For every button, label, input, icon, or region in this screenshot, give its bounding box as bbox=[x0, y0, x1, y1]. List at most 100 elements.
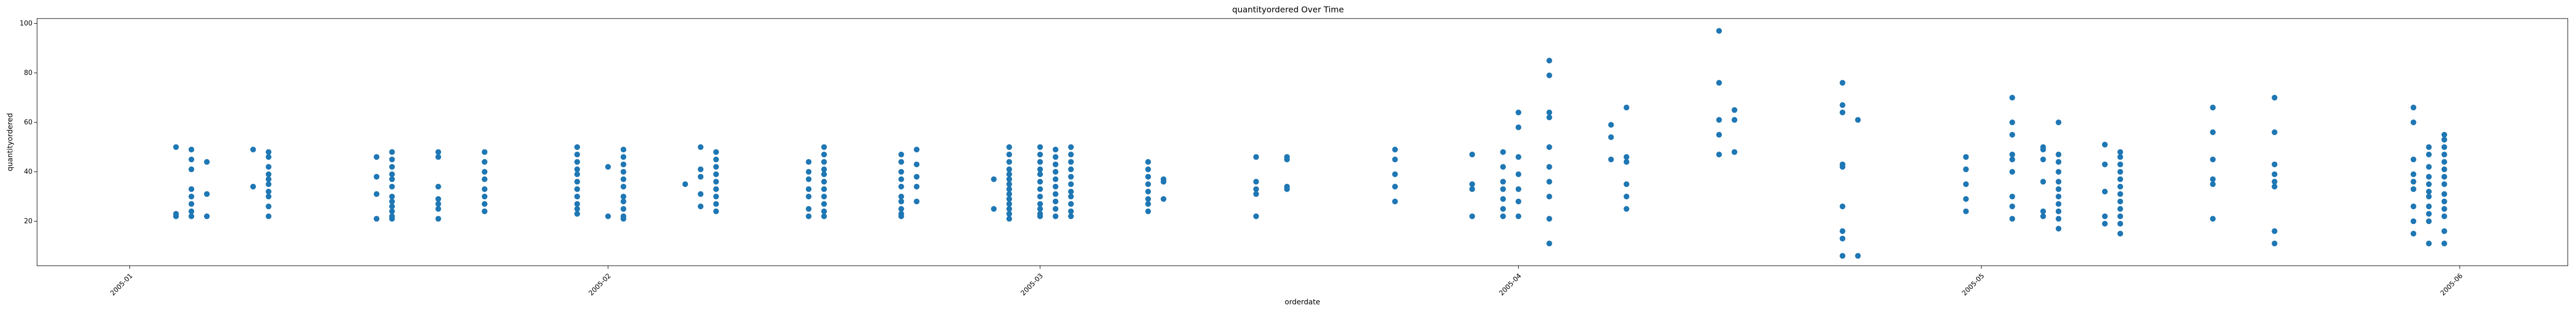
data-point bbox=[1546, 58, 1552, 64]
data-point bbox=[1608, 157, 1614, 163]
data-point bbox=[898, 183, 904, 190]
data-point bbox=[2411, 157, 2416, 163]
y-axis: 20 40 60 80 100 bbox=[20, 20, 37, 226]
data-point bbox=[1053, 169, 1059, 175]
data-point bbox=[2009, 216, 2015, 222]
data-point bbox=[435, 183, 442, 190]
data-point bbox=[898, 169, 904, 175]
data-point bbox=[2411, 179, 2416, 185]
y-tick-label: 60 bbox=[24, 119, 32, 127]
data-point bbox=[2441, 228, 2447, 234]
data-point bbox=[2426, 241, 2432, 247]
data-point bbox=[1716, 117, 1722, 123]
data-point bbox=[2272, 241, 2278, 247]
data-point bbox=[1253, 179, 1259, 185]
data-point bbox=[2117, 161, 2123, 167]
data-point bbox=[265, 213, 272, 219]
data-point bbox=[2040, 157, 2046, 163]
data-point bbox=[1500, 196, 1506, 202]
data-point bbox=[1469, 186, 1475, 192]
data-point bbox=[574, 201, 580, 207]
data-point bbox=[1623, 154, 1630, 160]
data-point bbox=[1037, 201, 1043, 207]
data-point bbox=[1068, 181, 1074, 187]
data-point bbox=[1392, 146, 1398, 152]
data-point bbox=[173, 213, 179, 219]
data-point bbox=[435, 154, 442, 160]
data-point bbox=[713, 164, 719, 170]
data-point bbox=[1253, 213, 1259, 219]
data-point bbox=[189, 213, 194, 219]
data-point bbox=[265, 181, 272, 187]
data-point bbox=[898, 198, 904, 204]
data-point bbox=[1037, 179, 1043, 185]
data-point bbox=[1515, 154, 1521, 160]
data-point bbox=[1855, 117, 1861, 123]
data-point bbox=[898, 176, 904, 182]
data-point bbox=[204, 191, 210, 197]
data-point bbox=[821, 201, 827, 207]
plot-area bbox=[37, 18, 2568, 266]
data-point bbox=[898, 159, 904, 165]
data-point bbox=[2102, 142, 2108, 148]
data-points bbox=[173, 28, 2447, 259]
data-point bbox=[2117, 220, 2123, 227]
data-point bbox=[389, 171, 395, 177]
data-point bbox=[2426, 144, 2432, 150]
data-point bbox=[1546, 114, 1552, 121]
data-point bbox=[2441, 144, 2447, 150]
data-point bbox=[2441, 213, 2447, 219]
data-point bbox=[1855, 253, 1861, 259]
data-point bbox=[1068, 151, 1074, 158]
data-point bbox=[620, 194, 626, 200]
data-point bbox=[1732, 149, 1738, 155]
data-point bbox=[1145, 166, 1151, 173]
data-point bbox=[2056, 226, 2062, 232]
data-point bbox=[913, 146, 920, 152]
data-point bbox=[265, 194, 272, 200]
data-point bbox=[2411, 171, 2416, 177]
data-point bbox=[713, 194, 719, 200]
data-point bbox=[574, 144, 580, 150]
data-point bbox=[1037, 171, 1043, 177]
data-point bbox=[1006, 151, 1012, 158]
data-point bbox=[389, 149, 395, 155]
data-point bbox=[2056, 169, 2062, 175]
data-point bbox=[574, 206, 580, 212]
data-point bbox=[2056, 119, 2062, 126]
data-point bbox=[2272, 171, 2278, 177]
data-point bbox=[2272, 161, 2278, 167]
data-point bbox=[1037, 213, 1043, 219]
data-point bbox=[821, 159, 827, 165]
data-point bbox=[1145, 159, 1151, 165]
data-point bbox=[1068, 213, 1074, 219]
data-point bbox=[1623, 194, 1630, 200]
data-point bbox=[1839, 203, 1845, 210]
data-point bbox=[2117, 206, 2123, 212]
data-point bbox=[682, 181, 688, 187]
data-point bbox=[1006, 216, 1012, 222]
data-point bbox=[2117, 213, 2123, 219]
data-point bbox=[605, 213, 611, 219]
data-point bbox=[1608, 134, 1614, 140]
data-point bbox=[2009, 95, 2015, 101]
data-point bbox=[1546, 216, 1552, 222]
data-point bbox=[1839, 80, 1845, 86]
data-point bbox=[1546, 179, 1552, 185]
data-point bbox=[265, 149, 272, 155]
data-point bbox=[1037, 194, 1043, 200]
data-point bbox=[482, 186, 488, 192]
data-point bbox=[806, 194, 812, 200]
x-axis: 2005-01 2005-02 2005-03 2005-04 2005-05 2005-… bbox=[109, 266, 2464, 297]
data-point bbox=[1006, 166, 1012, 173]
data-point bbox=[2441, 132, 2447, 138]
data-point bbox=[2056, 151, 2062, 158]
data-point bbox=[1546, 241, 1552, 247]
data-point bbox=[1500, 213, 1506, 219]
data-point bbox=[1145, 196, 1151, 202]
data-point bbox=[2426, 188, 2432, 195]
data-point bbox=[2210, 181, 2216, 187]
data-point bbox=[435, 149, 442, 155]
data-point bbox=[2210, 176, 2216, 182]
data-point bbox=[173, 144, 179, 150]
